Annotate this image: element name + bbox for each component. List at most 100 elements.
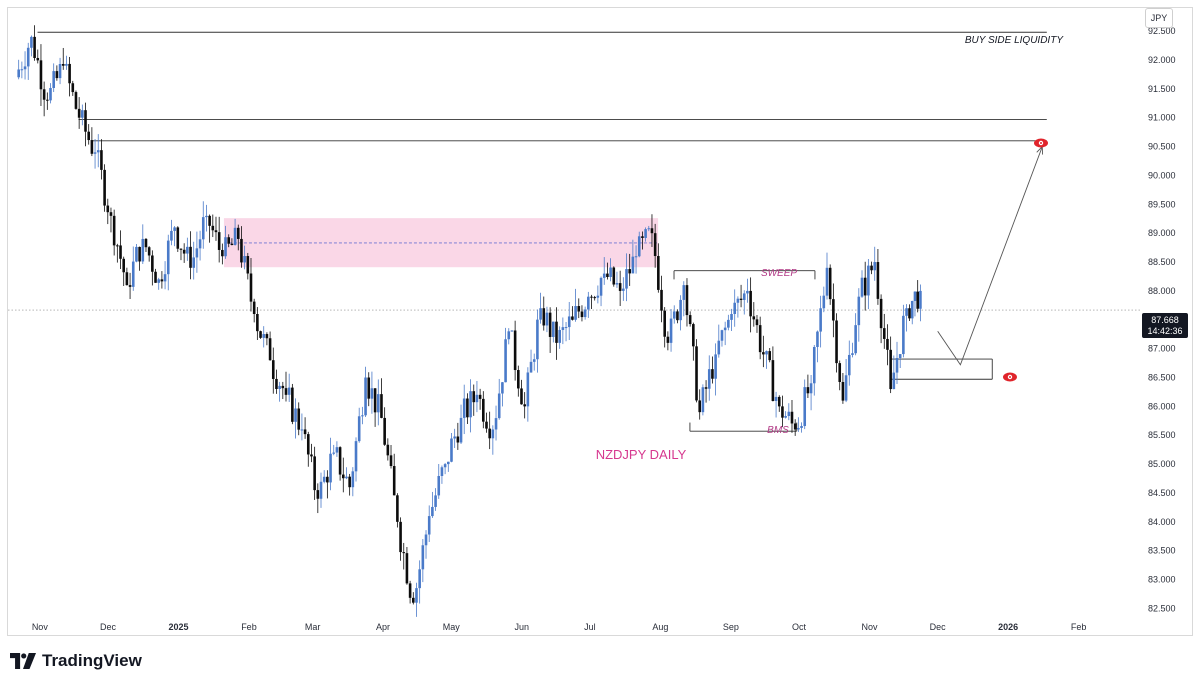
candle-body (399, 521, 402, 553)
candle-body (224, 237, 227, 257)
candle (278, 381, 281, 402)
candle (154, 268, 157, 283)
candle-body (478, 394, 482, 399)
candle-body (720, 330, 724, 341)
candle (494, 405, 498, 441)
candle-body (755, 319, 759, 326)
candle-body (513, 330, 517, 371)
candle (733, 289, 737, 327)
candle (536, 309, 539, 373)
candle (332, 444, 336, 456)
candle (84, 102, 87, 147)
y-tick-label: 87.000 (1148, 344, 1176, 354)
candle-body (33, 36, 36, 58)
candle (100, 139, 103, 180)
candle (453, 428, 456, 449)
x-tick-label: Jul (584, 622, 596, 632)
eye-icon[interactable] (1003, 372, 1017, 382)
candle (26, 42, 30, 80)
candle-body (49, 87, 52, 101)
candle (860, 270, 864, 298)
tradingview-brand[interactable]: TradingView (10, 651, 142, 671)
candle (268, 331, 272, 361)
candle (116, 243, 119, 263)
candle-body (736, 298, 740, 303)
candle-body (30, 36, 33, 48)
candle-body (434, 495, 437, 507)
candle-body (408, 583, 412, 598)
candle-body (666, 336, 670, 343)
candle (889, 336, 892, 394)
candle (61, 47, 65, 70)
candle-body (179, 248, 183, 250)
candle-body (707, 369, 711, 389)
candle-body (90, 140, 94, 154)
candle (634, 245, 638, 274)
candle (892, 355, 896, 390)
candle-body (647, 228, 651, 230)
y-tick-label: 92.000 (1148, 55, 1176, 65)
candle (838, 360, 842, 391)
candle-body (246, 256, 250, 274)
candle (77, 97, 81, 129)
candle-body (198, 239, 202, 249)
candle (179, 248, 183, 261)
candle (685, 278, 689, 327)
candle (567, 301, 571, 341)
candle (205, 204, 208, 232)
candle (812, 344, 816, 396)
candle (688, 311, 692, 327)
candle-body (364, 377, 367, 416)
candle-body (23, 66, 27, 70)
candle-body (685, 285, 689, 316)
candle (81, 104, 84, 126)
candle (141, 224, 145, 264)
candle-body (65, 63, 68, 66)
candle (265, 332, 269, 346)
eye-icon[interactable] (1034, 138, 1048, 148)
candle (707, 355, 711, 401)
candle-body (596, 295, 600, 298)
candle-body (854, 325, 857, 354)
candle (173, 226, 176, 247)
candle (17, 59, 20, 80)
candle (919, 284, 922, 322)
candle-body (411, 597, 415, 603)
candle-body (567, 316, 571, 328)
currency-selector[interactable]: JPY (1145, 8, 1173, 28)
candle-body (599, 277, 603, 296)
candle (297, 402, 301, 436)
candle (147, 246, 151, 262)
candle (170, 219, 173, 246)
candle (326, 470, 329, 499)
candle-body (252, 301, 256, 314)
candle (138, 246, 141, 271)
candle (275, 369, 278, 394)
current-price-value: 87.668 (1151, 315, 1179, 325)
candle (488, 411, 491, 450)
candle (243, 245, 246, 270)
candle (752, 302, 756, 327)
candle (618, 270, 622, 307)
candle-body (905, 308, 908, 316)
candle-body (919, 290, 922, 309)
y-tick-label: 91.000 (1148, 113, 1176, 123)
x-tick-label: May (443, 622, 461, 632)
candle (160, 271, 164, 289)
candle (723, 321, 727, 346)
candle-body (55, 71, 59, 79)
candle-body (637, 236, 641, 257)
candle (507, 328, 511, 345)
candle-body (863, 277, 867, 296)
candle (727, 314, 730, 331)
candle (628, 253, 631, 286)
y-tick-label: 83.000 (1148, 575, 1176, 585)
candle (313, 446, 316, 500)
x-tick-label: Apr (376, 622, 390, 632)
candle (526, 367, 530, 422)
candle-body (71, 83, 75, 93)
candle-body (742, 293, 746, 300)
candle (650, 214, 654, 248)
y-tick-label: 88.000 (1148, 286, 1176, 296)
